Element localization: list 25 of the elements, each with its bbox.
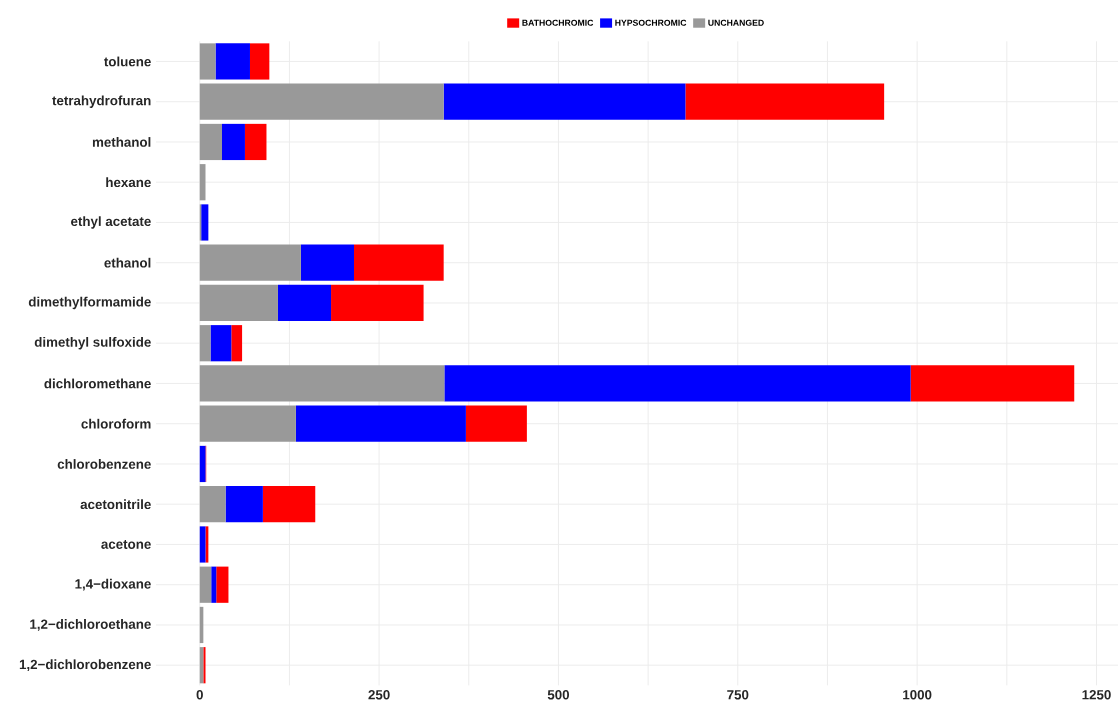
x-tick-label: 1250 [1082, 690, 1111, 700]
x-tick-label: 1000 [903, 690, 932, 700]
y-tick-label: ethyl acetate [71, 216, 151, 229]
y-tick-label: acetonitrile [80, 499, 151, 510]
y-tick-label: toluene [104, 56, 151, 67]
y-tick-label: dimethylformamide [28, 296, 151, 310]
y-tick-label: tetrahydrofuran [52, 95, 151, 108]
y-tick-label: hexane [106, 177, 151, 188]
y-tick-label: chlorobenzene [57, 459, 151, 469]
legend-label: HYPSOCHROMIC [615, 19, 687, 26]
y-tick-label: methanol [92, 137, 151, 147]
x-tick-label: 250 [368, 690, 390, 700]
y-tick-label: acetone [101, 540, 151, 549]
y-tick-label: dimethyl sulfoxide [34, 337, 151, 350]
y-tick-label: 1,2−dichloroethane [30, 619, 151, 631]
legend-label: BATHOCHROMIC [522, 19, 594, 26]
y-tick-label: chloroform [81, 418, 151, 429]
y-tick-label: 1,4−dioxane [75, 578, 151, 591]
legend-label: UNCHANGED [708, 19, 764, 26]
x-tick-label: 750 [727, 690, 749, 700]
y-tick-label: dichloromethane [44, 378, 151, 389]
y-tick-label: ethanol [104, 257, 151, 268]
x-tick-label: 0 [196, 690, 203, 700]
x-tick-label: 500 [547, 690, 570, 700]
y-tick-label: 1,2−dichlorobenzene [19, 659, 151, 672]
